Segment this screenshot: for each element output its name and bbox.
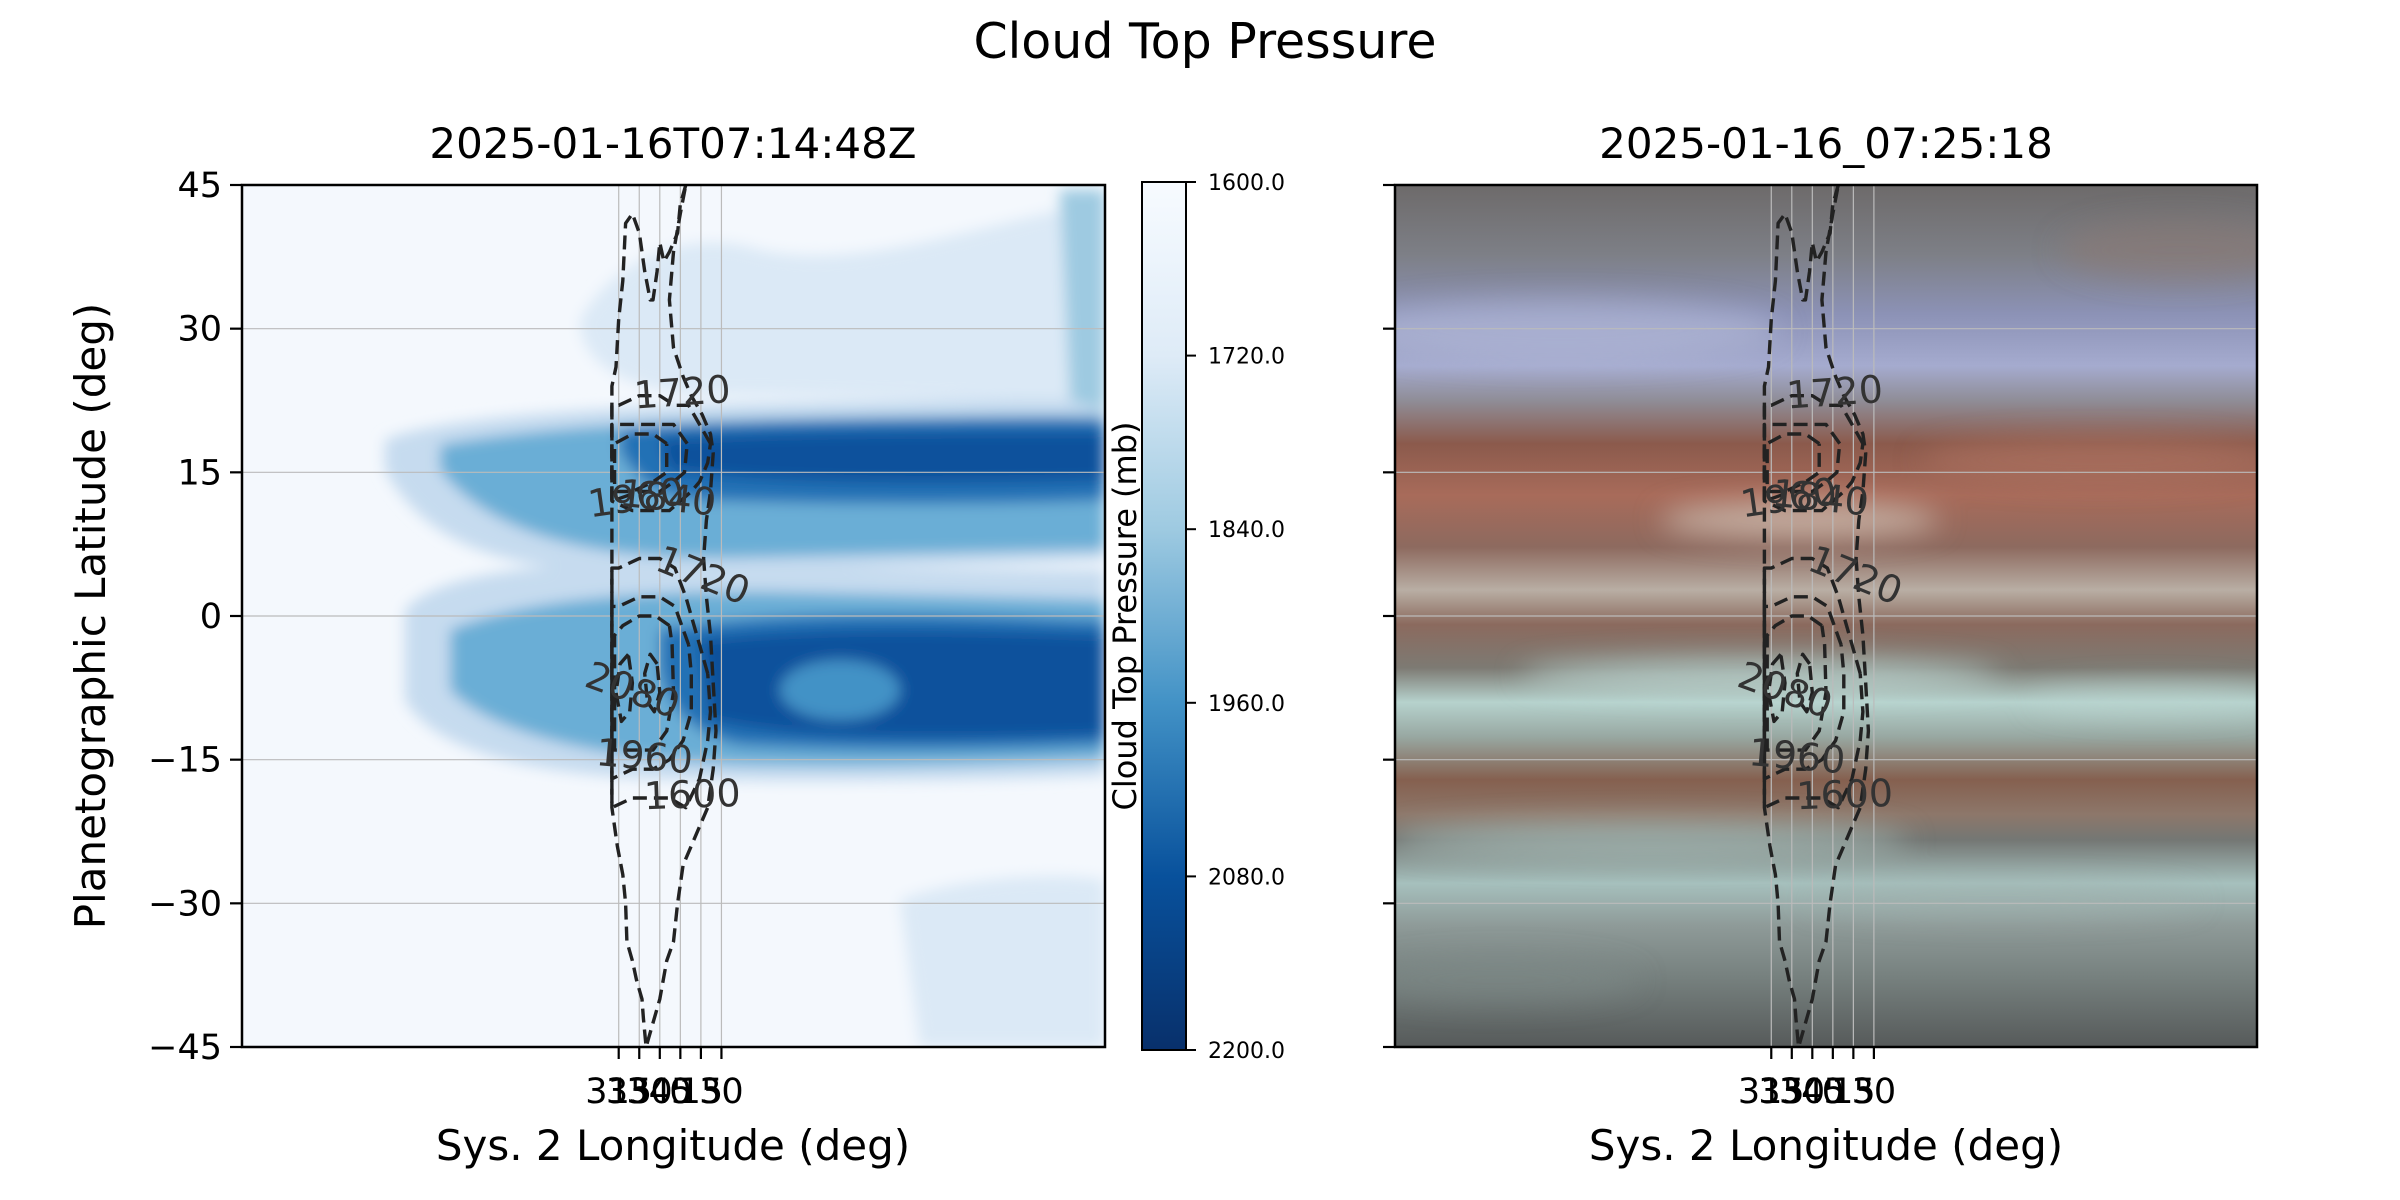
contour-line (1795, 652, 1814, 714)
y-tick-label: 15 (177, 453, 222, 493)
right-contours (1762, 185, 1871, 1047)
contour-line (643, 652, 662, 714)
colorbar-tick-label: 1600.0 (1208, 171, 1285, 196)
contour-label: 1600 (643, 771, 741, 818)
x-tick-label: 330 (606, 1072, 673, 1112)
contour-line (1762, 394, 1865, 513)
x-tick-label: 330 (1758, 1072, 1825, 1112)
left-x-axis-label: Sys. 2 Longitude (deg) (436, 1121, 910, 1170)
contour-line (610, 422, 689, 503)
contour-label: 1720 (1785, 367, 1885, 418)
left-contours (610, 185, 718, 1047)
left-y-ticks: 45 30 15 0 −15 −30 −45 (148, 166, 242, 1068)
left-panel-title: 2025-01-16T07:14:48Z (429, 119, 916, 168)
contour-line (1765, 614, 1828, 752)
colorbar-tick-label: 1720.0 (1208, 345, 1285, 370)
right-panel: 2025-01-16_07:25:18 17201840196017202080… (1383, 119, 2259, 1170)
x-tick-label: 15 (679, 1072, 724, 1112)
contour-line (1762, 595, 1846, 781)
contour-line (610, 185, 718, 1047)
y-tick-label: −45 (148, 1028, 222, 1068)
figure-title: Cloud Top Pressure (973, 13, 1436, 70)
right-image-texture (1395, 220, 2257, 1002)
y-tick-label: −30 (148, 884, 222, 924)
contour-label: 1960 (1747, 730, 1847, 782)
x-tick-label: 30 (1852, 1072, 1897, 1112)
y-tick-label: 0 (200, 597, 222, 637)
x-tick-label: 0 (1822, 1072, 1844, 1112)
colorbar-tick-label: 2200.0 (1208, 1039, 1285, 1064)
right-panel-title: 2025-01-16_07:25:18 (1599, 119, 2053, 168)
contour-line (1762, 422, 1842, 503)
y-tick-label: −15 (148, 741, 222, 781)
left-gridlines (242, 185, 1105, 1047)
contour-line (1765, 432, 1821, 494)
contour-label: 1960 (594, 730, 694, 782)
right-x-axis-label: Sys. 2 Longitude (deg) (1589, 1121, 2063, 1170)
colorbar-tick-label: 2080.0 (1208, 865, 1285, 890)
x-tick-label: 0 (669, 1072, 691, 1112)
colorbar-label: Cloud Top Pressure (mb) (1106, 421, 1144, 810)
y-tick-label: 30 (177, 310, 222, 350)
contour-label: 1600 (1796, 771, 1894, 818)
left-panel: 2025-01-16T07:14:48Z 1720184019601720208… (66, 119, 1107, 1170)
contour-line (612, 432, 669, 494)
contour-line (610, 595, 693, 781)
contour-line (1766, 653, 1787, 724)
contour-label: 1840 (1770, 471, 1871, 525)
contour-label: 1840 (618, 471, 719, 525)
x-tick-label: 345 (626, 1072, 693, 1112)
contour-line (614, 653, 635, 724)
colorbar-tick-label: 1960.0 (1208, 692, 1285, 717)
right-gridlines (1395, 185, 2257, 1047)
x-tick-label: 345 (1779, 1072, 1846, 1112)
x-tick-label: 30 (699, 1072, 744, 1112)
x-tick-label: 315 (1738, 1072, 1805, 1112)
contour-label: 1720 (632, 367, 732, 418)
x-tick-label: 315 (585, 1072, 652, 1112)
colorbar: 1600.0 1720.0 1840.0 1960.0 2080.0 2200.0 Clo… (1106, 171, 1285, 1064)
colorbar-tick-label: 1840.0 (1208, 518, 1285, 543)
contour-line (610, 394, 713, 513)
x-tick-label: 15 (1831, 1072, 1876, 1112)
colorbar-gradient (1141, 181, 1187, 1051)
contour-line (1762, 185, 1871, 1047)
right-y-ticks (1383, 183, 1395, 1049)
y-tick-label: 45 (177, 166, 222, 206)
colorbar-ticks: 1600.0 1720.0 1840.0 1960.0 2080.0 2200.0 (1186, 171, 1285, 1064)
left-y-axis-label: Planetographic Latitude (deg) (66, 303, 115, 930)
contour-line (612, 614, 676, 752)
